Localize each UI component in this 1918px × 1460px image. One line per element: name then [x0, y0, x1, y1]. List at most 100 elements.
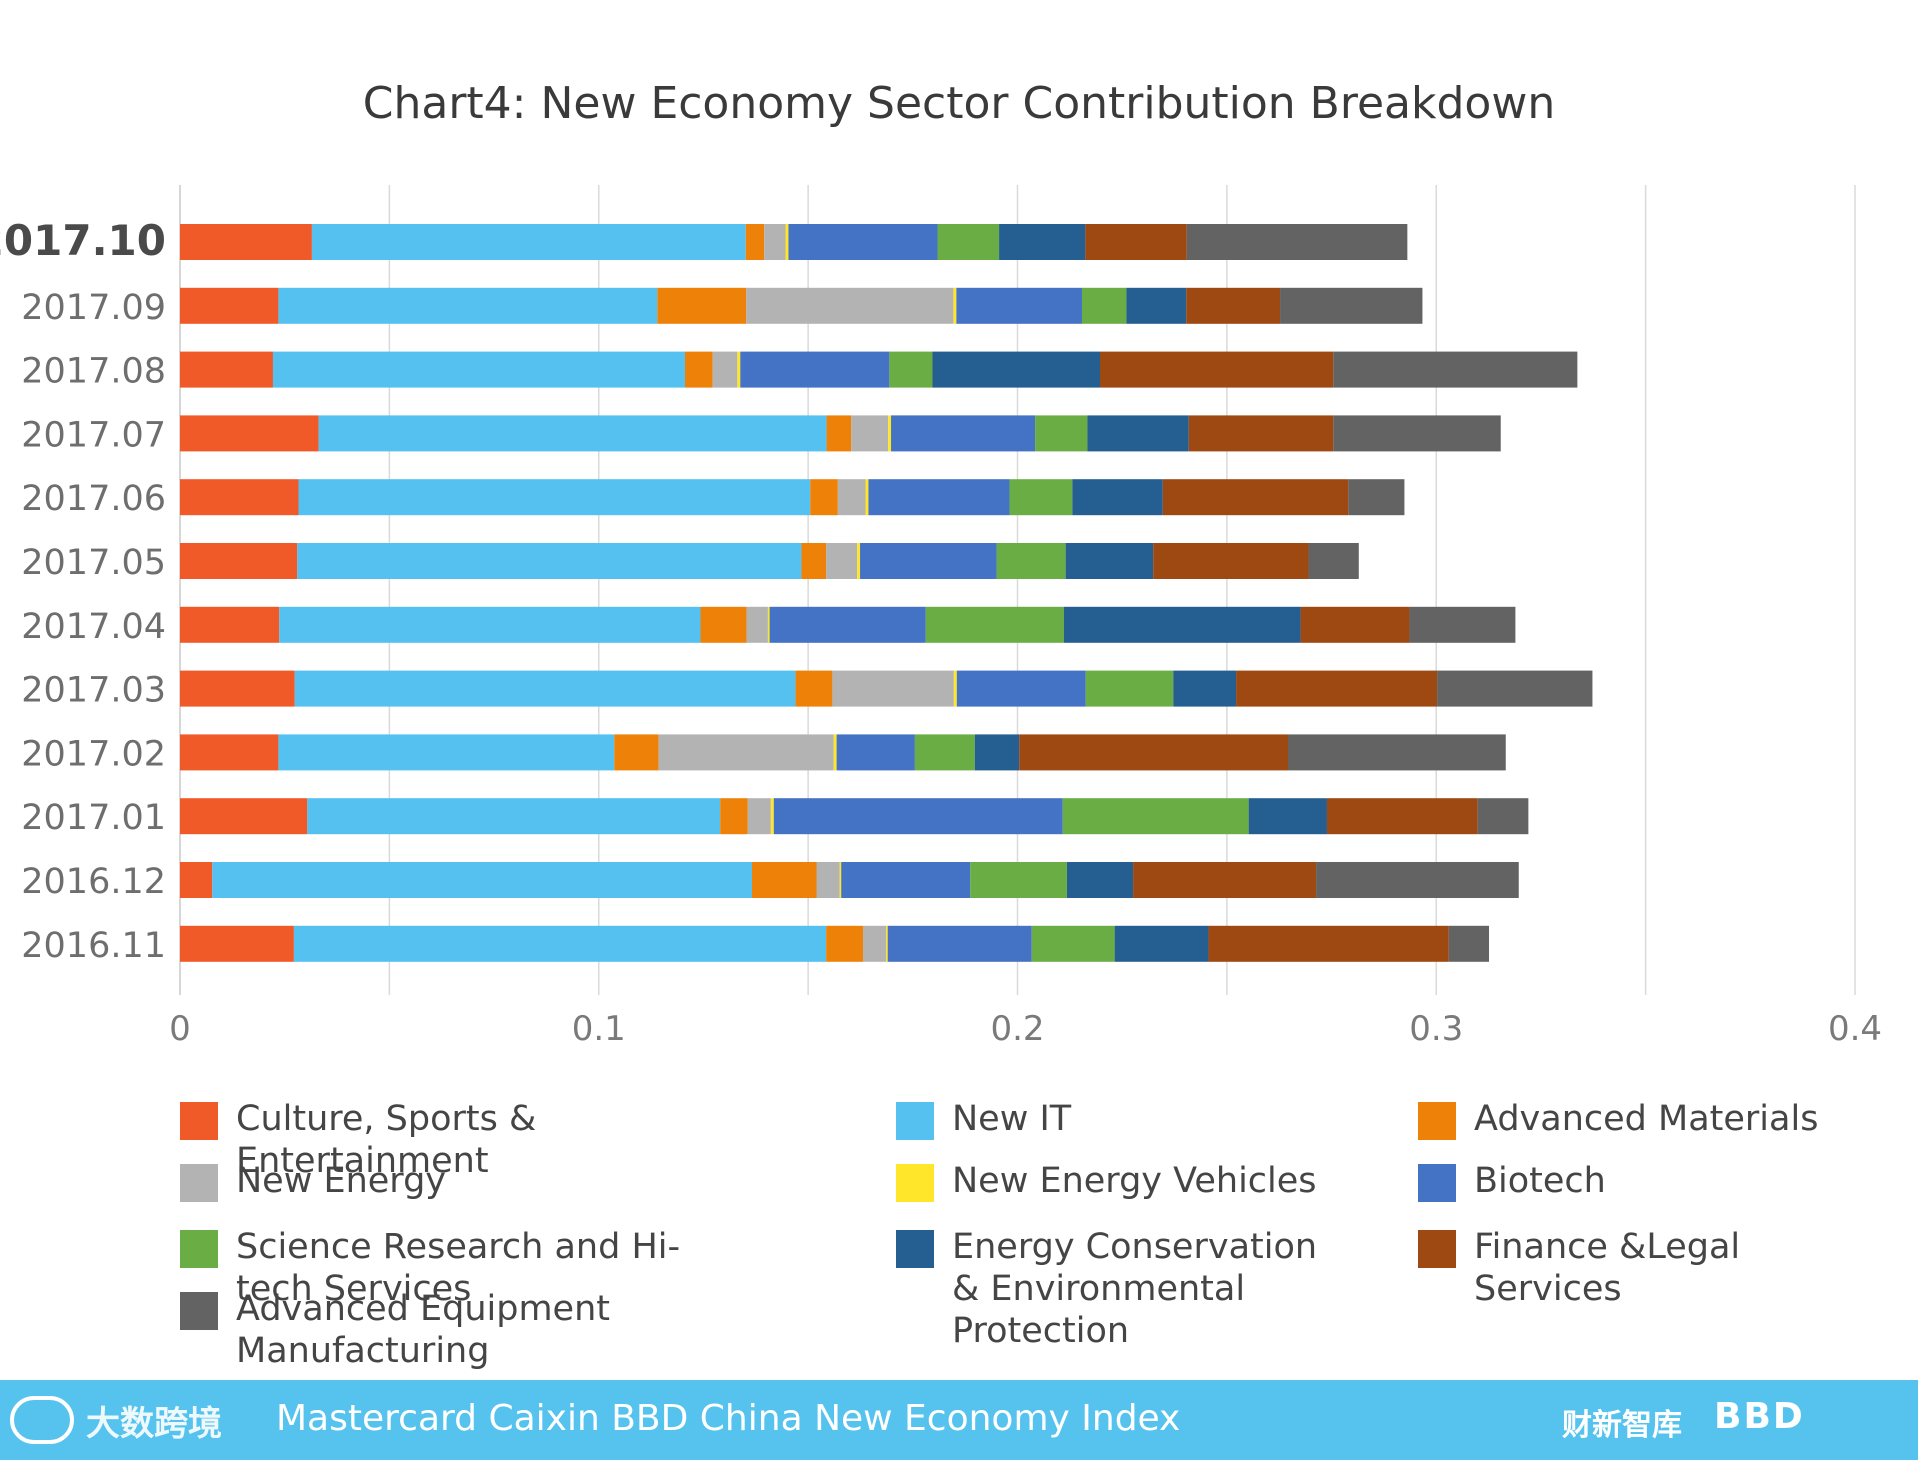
- legend-item: Energy Conservation & Environmental Prot…: [896, 1226, 1416, 1352]
- chart-title: Chart4: New Economy Sector Contribution …: [362, 78, 1556, 129]
- bar-segment: [1300, 606, 1410, 643]
- bar-segment: [1099, 351, 1334, 388]
- bar-segment: [937, 224, 1000, 260]
- bar-segment: [1326, 798, 1478, 835]
- bar-segment: [770, 798, 774, 835]
- bar-segment: [862, 925, 887, 962]
- legend-swatch: [896, 1164, 934, 1202]
- bar-segment: [180, 351, 273, 388]
- bar-segment: [752, 862, 817, 898]
- bar-segment: [294, 670, 796, 707]
- bar-segment: [1062, 798, 1249, 835]
- bar-segment: [974, 734, 1020, 771]
- bar-segment: [865, 479, 869, 516]
- bar-segment: [747, 798, 771, 835]
- bar-segment: [914, 734, 975, 771]
- bar-segment: [826, 415, 852, 452]
- bar-segment: [888, 415, 892, 452]
- legend-swatch: [1418, 1230, 1456, 1268]
- bar-segment: [1031, 925, 1115, 962]
- bar-segment: [700, 606, 747, 643]
- chart-area: 2017.10 2017.09 2017.08 2017.07 2017.06 2017.…: [0, 185, 1882, 1049]
- legend-swatch: [180, 1292, 218, 1330]
- bar-segment: [180, 670, 295, 707]
- caixin-insight-logo: 财新智库: [1562, 1408, 1682, 1443]
- watermark-text: 大数跨境: [86, 1403, 222, 1444]
- bar-segment: [298, 479, 811, 516]
- bar-segment: [832, 670, 954, 707]
- bar-segment: [1437, 670, 1593, 707]
- bar-segment: [1009, 479, 1073, 516]
- legend-label: New Energy Vehicles: [952, 1161, 1317, 1201]
- bar-segment: [891, 415, 1036, 452]
- bar-segment: [1186, 287, 1281, 324]
- bar-segment: [746, 606, 768, 643]
- category-label: 2017.09: [21, 288, 166, 328]
- legend-item: Advanced Materials: [1418, 1098, 1878, 1140]
- footer-title: Mastercard Caixin BBD China New Economy …: [276, 1398, 1181, 1439]
- bar-segment: [180, 479, 299, 516]
- bar-segment: [740, 351, 890, 388]
- bar-segment: [278, 287, 658, 324]
- bar-segment: [1186, 224, 1408, 260]
- legend: Culture, Sports & Entertainment New IT Adv…: [180, 1098, 1880, 1371]
- bar-segment: [953, 670, 957, 707]
- legend-label: Advanced Equipment Manufacturing: [236, 1289, 610, 1371]
- bar-segment: [1188, 415, 1334, 452]
- bar-segment: [773, 798, 1063, 835]
- bar-segment: [956, 287, 1082, 324]
- bar-segment: [212, 862, 753, 898]
- legend-swatch: [896, 1230, 934, 1268]
- bar-segment: [1248, 798, 1327, 835]
- category-label: 2017.07: [21, 415, 166, 455]
- bar-segment: [1019, 734, 1289, 771]
- bar-segment: [1133, 862, 1317, 898]
- bar-segment: [857, 543, 861, 579]
- bar-segment: [1236, 670, 1438, 707]
- bar-segment: [297, 543, 802, 579]
- bar-segment: [860, 543, 997, 579]
- bar-segment: [1081, 287, 1127, 324]
- legend-item: Culture, Sports & Entertainment: [180, 1098, 700, 1182]
- bar-segment: [1316, 862, 1519, 898]
- bar-segment: [1066, 862, 1134, 898]
- legend-item: New IT: [896, 1098, 1416, 1140]
- legend-label: Finance &Legal Services: [1474, 1227, 1741, 1309]
- bar-segment: [712, 351, 738, 388]
- legend-swatch: [180, 1102, 218, 1140]
- legend-swatch: [896, 1102, 934, 1140]
- category-label: 2017.02: [21, 734, 166, 774]
- bar-segment: [889, 351, 933, 388]
- bar-segment: [180, 925, 294, 962]
- legend-item: New Energy: [180, 1160, 700, 1202]
- bar-segment: [1409, 606, 1516, 643]
- bar-segment: [1072, 479, 1163, 516]
- bar-segment: [1348, 479, 1405, 516]
- bar-segment: [816, 862, 840, 898]
- bar-segment: [1065, 543, 1154, 579]
- footer-bar: 大数跨境 Mastercard Caixin BBD China New Eco…: [0, 1380, 1918, 1460]
- bar-segment: [1448, 925, 1490, 962]
- bar-segment: [887, 925, 1032, 962]
- category-labels: 2017.10 2017.09 2017.08 2017.07 2017.06 2017.…: [0, 216, 166, 966]
- category-label: 2017.03: [21, 671, 166, 711]
- bar-segment: [785, 224, 789, 260]
- bar-segment: [746, 287, 954, 324]
- bar-segment: [180, 606, 280, 643]
- bar-segment: [1288, 734, 1506, 771]
- watermark-logo: 大数跨境: [10, 1390, 222, 1450]
- bar-segment: [614, 734, 659, 771]
- bar-segment: [180, 224, 312, 260]
- bar-segment: [1280, 287, 1423, 324]
- bar-segment: [836, 734, 915, 771]
- bar-segment: [767, 606, 770, 643]
- bar-segment: [180, 862, 213, 898]
- bar-segment: [769, 606, 926, 643]
- bar-segment: [833, 734, 837, 771]
- legend-item: Finance &Legal Services: [1418, 1226, 1878, 1310]
- bar-segment: [311, 224, 746, 260]
- bar-segment: [839, 862, 842, 898]
- legend-swatch: [1418, 1164, 1456, 1202]
- legend-swatch: [180, 1230, 218, 1268]
- legend-item: Advanced Equipment Manufacturing: [180, 1288, 700, 1372]
